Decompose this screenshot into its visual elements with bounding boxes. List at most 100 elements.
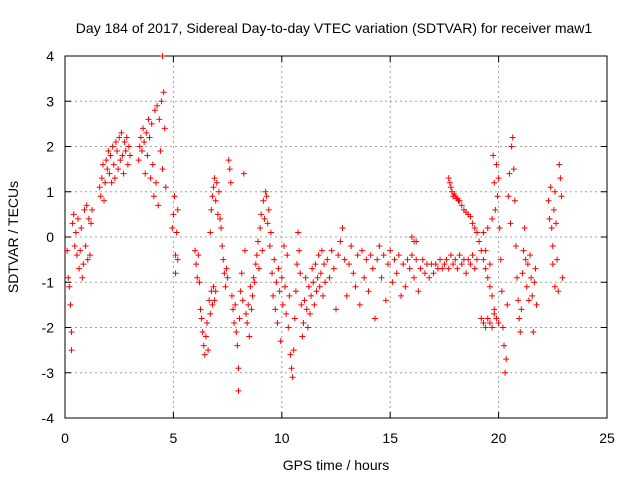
data-point	[482, 247, 489, 254]
data-point	[123, 134, 130, 141]
data-point	[549, 261, 556, 268]
data-point	[404, 256, 411, 263]
data-point	[243, 310, 250, 317]
y-tick-label: 0	[46, 229, 54, 245]
data-point	[413, 256, 420, 263]
data-point	[266, 243, 273, 250]
data-point	[518, 306, 525, 313]
data-point	[227, 179, 234, 186]
data-point	[337, 238, 344, 245]
data-point	[312, 261, 319, 268]
data-point	[122, 148, 129, 155]
data-point	[297, 270, 304, 277]
data-point	[224, 274, 231, 281]
data-point	[236, 315, 243, 322]
data-point	[559, 274, 566, 281]
x-tick-label: 15	[382, 430, 398, 446]
data-point	[484, 315, 491, 322]
data-point	[244, 319, 251, 326]
data-point	[458, 261, 465, 268]
data-point	[454, 265, 461, 272]
data-point	[521, 224, 528, 231]
data-point	[376, 243, 383, 250]
data-point	[549, 243, 556, 250]
data-point	[261, 215, 268, 222]
data-point	[314, 274, 321, 281]
data-point	[110, 161, 117, 168]
data-point	[66, 283, 73, 290]
data-point	[473, 229, 480, 236]
data-point	[264, 220, 271, 227]
data-point	[341, 256, 348, 263]
data-point	[226, 166, 233, 173]
data-point	[550, 206, 557, 213]
data-point	[315, 252, 322, 259]
data-point	[533, 301, 540, 308]
data-point	[546, 215, 553, 222]
data-point	[452, 256, 459, 263]
data-point	[77, 247, 84, 254]
data-point	[335, 252, 342, 259]
data-point	[413, 238, 420, 245]
y-tick-label: 1	[46, 184, 54, 200]
data-point	[107, 152, 114, 159]
data-point	[430, 270, 437, 277]
data-point	[322, 279, 329, 286]
data-point	[286, 292, 293, 299]
data-point	[101, 197, 108, 204]
data-point	[486, 261, 493, 268]
data-point	[80, 261, 87, 268]
data-point	[304, 324, 311, 331]
data-point	[287, 351, 294, 358]
data-point	[308, 292, 315, 299]
data-point	[200, 342, 207, 349]
data-point	[447, 252, 454, 259]
data-point	[233, 329, 240, 336]
data-point	[557, 175, 564, 182]
data-point	[146, 134, 153, 141]
data-point	[482, 265, 489, 272]
data-point	[271, 256, 278, 263]
data-point	[158, 98, 165, 105]
data-point	[84, 256, 91, 263]
data-point	[525, 297, 532, 304]
data-point	[102, 179, 109, 186]
data-point	[501, 342, 508, 349]
data-point	[172, 270, 179, 277]
data-point	[235, 387, 242, 394]
data-point	[463, 270, 470, 277]
data-point	[489, 324, 496, 331]
data-point	[117, 157, 124, 164]
data-point	[119, 152, 126, 159]
data-point	[333, 306, 339, 313]
data-point	[456, 197, 463, 204]
data-point	[214, 211, 221, 218]
data-point	[207, 310, 214, 317]
data-point	[220, 256, 227, 263]
x-tick-label: 10	[274, 430, 290, 446]
data-point	[81, 206, 88, 213]
data-point	[70, 211, 77, 218]
data-point	[504, 301, 511, 308]
data-point	[230, 306, 237, 313]
data-point	[445, 175, 452, 182]
data-point	[393, 270, 400, 277]
data-point	[382, 297, 389, 304]
data-point	[330, 265, 337, 272]
data-point	[445, 265, 452, 272]
data-point	[529, 292, 536, 299]
data-point	[339, 224, 346, 231]
data-point	[240, 170, 247, 177]
data-point	[85, 215, 92, 222]
data-point	[492, 206, 499, 213]
data-point	[270, 292, 277, 299]
data-point	[522, 256, 529, 263]
data-point	[551, 283, 558, 290]
data-point	[400, 261, 407, 268]
data-point	[65, 274, 72, 281]
data-point	[106, 170, 113, 177]
data-point	[303, 306, 310, 313]
data-points	[64, 53, 566, 394]
data-point	[482, 324, 489, 331]
data-point	[369, 265, 376, 272]
